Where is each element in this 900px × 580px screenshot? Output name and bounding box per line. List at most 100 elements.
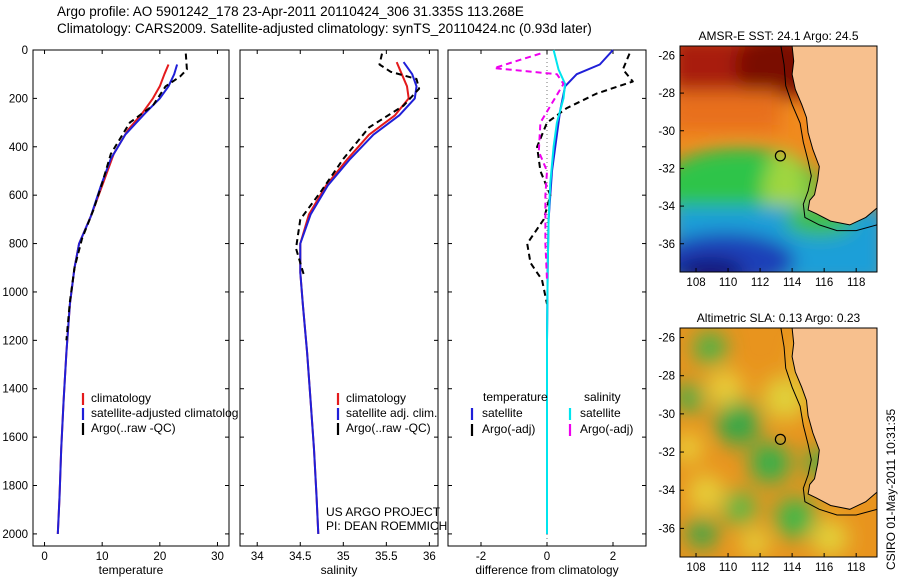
land-mass [791, 46, 877, 226]
series-line-argorawqc [65, 53, 188, 341]
annotation-text: PI: DEAN ROEMMICH [326, 519, 447, 533]
y-tick-label: -32 [658, 163, 675, 175]
x-tick-label: 34 [251, 551, 264, 563]
y-tick-label: -34 [658, 201, 675, 213]
map-frame [679, 327, 878, 558]
x-tick-label: 35 [337, 551, 350, 563]
sla-anomaly [680, 434, 702, 462]
x-tick-label: 114 [783, 277, 802, 289]
x-tick-label: 116 [815, 277, 833, 289]
x-tick-label: 110 [719, 277, 737, 289]
shelf-contour [780, 46, 877, 232]
sla-anomaly [741, 529, 769, 557]
y-tick-label: 400 [9, 142, 28, 154]
y-tick-label: 1000 [2, 287, 28, 299]
x-tick-label: 10 [96, 551, 109, 563]
sla-anomaly [680, 384, 704, 412]
map-sst: 108 110 112 114 116 118 -26 -28 -30 -32 -34 -36 AMSR… [658, 29, 878, 289]
figure-title-line1: Argo profile: AO 5901242_178 23-Apr-2011… [57, 4, 524, 19]
legend-header: temperature [483, 390, 548, 404]
sla-anomaly [775, 498, 815, 538]
sla-anomaly [716, 401, 760, 445]
argo-position-marker [774, 433, 786, 445]
x-tick-label: 114 [783, 562, 802, 574]
y-tick-label: 0 [22, 45, 28, 57]
series-line-satelliteadjustedclimatolog [56, 64, 179, 534]
y-tick-label: 1600 [2, 432, 28, 444]
map-sla: 108 110 112 114 116 118 -26 -28 -30 -32 -34 -36 Alti… [658, 311, 878, 574]
figure-title-line2: Climatology: CARS2009. Satellite-adjuste… [57, 21, 592, 36]
y-tick-label: -32 [658, 447, 675, 459]
y-tick-label: 1800 [2, 481, 28, 493]
sst-orange [680, 91, 780, 131]
x-tick-label: 35.5 [375, 551, 397, 563]
x-tick-label: 108 [686, 562, 705, 574]
x-tick-label: 0 [41, 551, 47, 563]
legend-label: satellite [580, 406, 621, 420]
y-tick-label: -34 [658, 485, 675, 497]
sla-anomaly [688, 475, 724, 511]
legend-header: salinity [584, 390, 621, 404]
y-tick-label: -28 [658, 371, 675, 383]
legend-difference: temperature salinity satellite Argo(-adj) sa… [470, 390, 633, 436]
legend-label: satellite [482, 406, 523, 420]
map-title: AMSR-E SST: 24.1 Argo: 24.5 [698, 29, 858, 43]
sla-anomaly [750, 443, 790, 483]
sla-anomaly [812, 520, 848, 556]
y-tick-label: -28 [658, 88, 675, 100]
legend-label: climatology [346, 391, 406, 405]
x-tick-label: 116 [815, 562, 833, 574]
y-tick-label: -36 [658, 239, 675, 251]
sla-anomaly [763, 376, 807, 420]
argo-position-marker [774, 150, 786, 162]
y-tick-label: 800 [9, 239, 28, 251]
x-tick-label: 36 [423, 551, 436, 563]
legend-label: satellite adj. clim. [346, 406, 437, 420]
x-tick-label: 112 [751, 277, 769, 289]
map-field-sst [680, 46, 877, 272]
x-tick-label: 34.5 [289, 551, 311, 563]
series-line-satellite [546, 49, 567, 534]
y-tick-label: -36 [658, 523, 675, 535]
annotation-text: US ARGO PROJECT [326, 505, 441, 519]
series-line-satelliteadjclim [299, 61, 418, 534]
legend-label: Argo(-adj) [482, 422, 535, 436]
legend-label: climatology [91, 391, 151, 405]
x-tick-label: 20 [153, 551, 166, 563]
x-tick-label: 118 [847, 277, 865, 289]
x-tick-label: 112 [751, 562, 769, 574]
x-axis-label: difference from climatology [475, 563, 618, 577]
series-line-argorawqc [295, 53, 421, 278]
y-tick-label: 200 [9, 93, 28, 105]
map-field-sla [680, 328, 877, 557]
y-tick-label: -26 [658, 50, 675, 62]
legend-label: Argo(..raw -QC) [346, 421, 431, 435]
legend-label: Argo(-adj) [580, 422, 633, 436]
plot-frame-temperature [32, 49, 230, 547]
y-tick-label: 2000 [2, 529, 28, 541]
sla-anomaly [694, 332, 726, 364]
legend-label: satellite-adjusted climatolog [91, 406, 238, 420]
legend-label: Argo(..raw -QC) [91, 421, 176, 435]
x-tick-label: 30 [211, 551, 224, 563]
sla-anomaly [687, 518, 717, 548]
sla-anomaly [724, 492, 756, 524]
x-tick-label: 2 [610, 551, 616, 563]
shelf-contour [780, 328, 877, 516]
x-tick-label: 118 [847, 562, 865, 574]
y-tick-label: 1200 [2, 335, 28, 347]
x-tick-label: -2 [476, 551, 486, 563]
x-tick-label: 0 [544, 551, 550, 563]
panel-temperature: 0 10 20 30 0 200 400 600 800 1000 1200 1400 1600 1800… [2, 45, 238, 577]
y-tick-label: -30 [658, 126, 675, 138]
sla-anomaly [707, 370, 743, 406]
map-title: Altimetric SLA: 0.13 Argo: 0.23 [697, 311, 861, 325]
x-axis-label: salinity [321, 563, 358, 577]
plot-frame-salinity [239, 49, 439, 547]
map-frame [679, 45, 878, 273]
x-axis-label: temperature [99, 563, 164, 577]
